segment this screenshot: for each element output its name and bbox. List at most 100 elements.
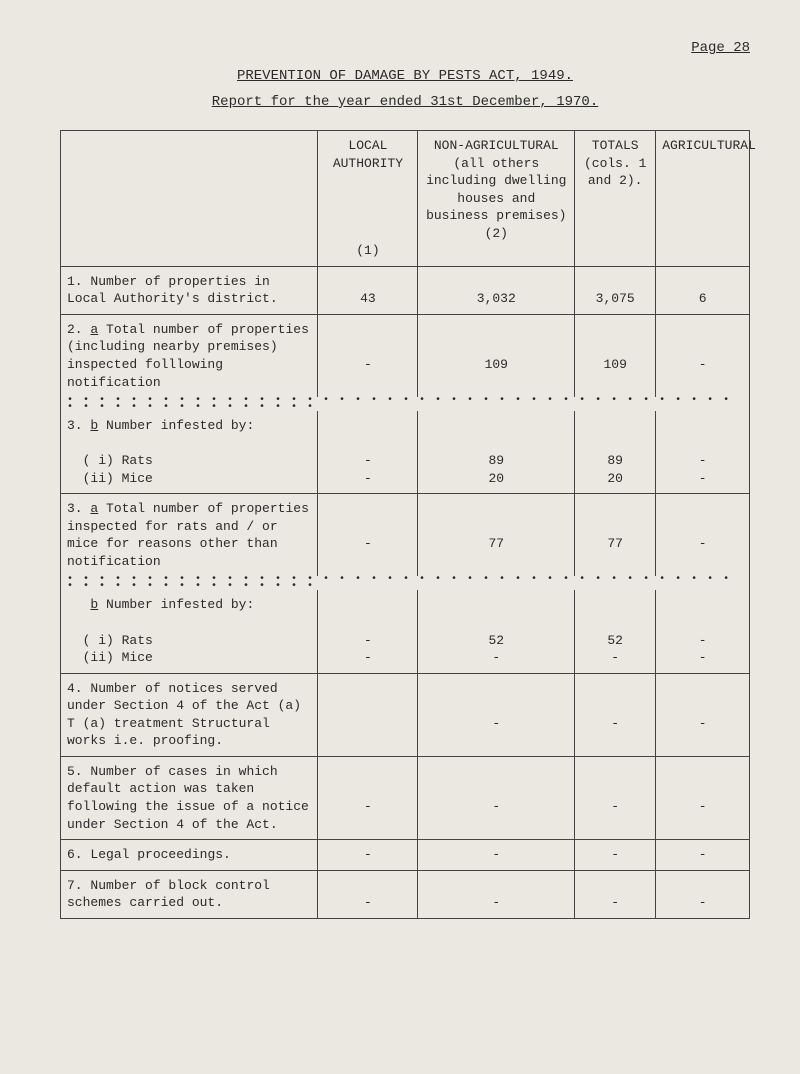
header-totals: TOTALS (cols. 1 and 2). — [575, 131, 656, 267]
cell-agri: - — [656, 494, 750, 577]
cell-desc: b Number infested by: ( i) Rats (ii) Mic… — [61, 590, 318, 673]
cell-nonag: 77 — [418, 494, 575, 577]
val: 89 — [607, 453, 623, 468]
pest-report-table: LOCAL AUTHORITY (1) NON-AGRICULTURAL (all… — [60, 130, 750, 919]
val: 43 — [360, 291, 376, 306]
cell-agri: - — [656, 756, 750, 839]
table-row: 1. Number of properties in Local Authori… — [61, 266, 750, 314]
header-auth-label: LOCAL AUTHORITY — [333, 138, 403, 171]
val: - — [364, 650, 372, 665]
val: - — [364, 536, 372, 551]
val: - — [492, 716, 500, 731]
table-row: 7. Number of block control schemes carri… — [61, 870, 750, 918]
val: 20 — [488, 471, 504, 486]
table-row: 4. Number of notices served under Sectio… — [61, 673, 750, 756]
cell-desc: 5. Number of cases in which default acti… — [61, 756, 318, 839]
val: 77 — [488, 536, 504, 551]
cell-totals: - — [575, 673, 656, 756]
row-num: 3. — [67, 418, 83, 433]
header-nonag: NON-AGRICULTURAL (all others including d… — [418, 131, 575, 267]
row-desc: Number infested by: — [98, 418, 254, 433]
header-agri: AGRICULTURAL — [656, 131, 750, 267]
cell-desc: 2. a Total number of properties (includi… — [61, 314, 318, 397]
cell-totals: 109 — [575, 314, 656, 397]
cell-totals: 52 - — [575, 590, 656, 673]
row-desc: Total number of properties inspected for… — [67, 501, 309, 569]
cell-desc: 3. b Number infested by: ( i) Rats (ii) … — [61, 411, 318, 494]
table-row: 2. a Total number of properties (includi… — [61, 314, 750, 397]
table-row: 3. a Total number of properties inspecte… — [61, 494, 750, 577]
header-nonag-label: NON-AGRICULTURAL (all others including d… — [426, 138, 566, 223]
cell-totals: 77 — [575, 494, 656, 577]
cell-nonag: 8920 — [418, 411, 575, 494]
title-main: PREVENTION OF DAMAGE BY PESTS ACT, 1949. — [60, 68, 750, 84]
val: 3,075 — [596, 291, 635, 306]
cell-totals: 3,075 — [575, 266, 656, 314]
cell-auth: - — [318, 756, 418, 839]
val: - — [611, 716, 619, 731]
dotted-separator: • • • • • • • • • • • • • • • • • • • • … — [61, 576, 750, 590]
cell-auth: - — [318, 840, 418, 871]
table-header-row: LOCAL AUTHORITY (1) NON-AGRICULTURAL (all… — [61, 131, 750, 267]
line-ii: (ii) Mice — [83, 650, 153, 665]
header-totals-label: TOTALS (cols. 1 and 2). — [584, 138, 646, 188]
cell-auth — [318, 673, 418, 756]
table-row: 3. b Number infested by: ( i) Rats (ii) … — [61, 411, 750, 494]
val: 109 — [485, 357, 508, 372]
cell-agri: -- — [656, 411, 750, 494]
cell-nonag: 52- — [418, 590, 575, 673]
val: - — [364, 799, 372, 814]
cell-nonag: - — [418, 673, 575, 756]
row-num: 1. — [67, 274, 83, 289]
val: - — [699, 895, 707, 910]
val: - — [699, 799, 707, 814]
val: - — [611, 895, 619, 910]
cell-nonag: - — [418, 870, 575, 918]
cell-totals: - — [575, 756, 656, 839]
title-sub: Report for the year ended 31st December,… — [60, 94, 750, 110]
val: - — [699, 716, 707, 731]
dots: • • • • • • • • • • • • • • • • • • • • … — [61, 397, 750, 411]
cell-auth: 43 — [318, 266, 418, 314]
row-num: 4. — [67, 681, 83, 696]
cell-nonag: - — [418, 840, 575, 871]
header-auth-num: (1) — [356, 243, 379, 258]
row-num: 6. — [67, 847, 83, 862]
val: - — [492, 799, 500, 814]
header-desc — [61, 131, 318, 267]
row-desc: Number of cases in which default action … — [67, 764, 309, 832]
table-row: b Number infested by: ( i) Rats (ii) Mic… — [61, 590, 750, 673]
val: - — [699, 650, 707, 665]
val: 52 — [607, 633, 623, 648]
cell-totals: - — [575, 870, 656, 918]
val: - — [364, 357, 372, 372]
cell-desc: 3. a Total number of properties inspecte… — [61, 494, 318, 577]
dotted-separator: • • • • • • • • • • • • • • • • • • • • … — [61, 397, 750, 411]
val: 6 — [699, 291, 707, 306]
header-agri-label: AGRICULTURAL — [662, 138, 756, 153]
cell-agri: - — [656, 673, 750, 756]
val: 109 — [603, 357, 626, 372]
cell-auth: - — [318, 870, 418, 918]
val: - — [699, 357, 707, 372]
cell-auth: -- — [318, 411, 418, 494]
table-row: 6. Legal proceedings. - - - - — [61, 840, 750, 871]
cell-totals: 8920 — [575, 411, 656, 494]
val: - — [699, 536, 707, 551]
cell-auth: -- — [318, 590, 418, 673]
cell-nonag: - — [418, 756, 575, 839]
line-ii: (ii) Mice — [83, 471, 153, 486]
row-num: 2. — [67, 322, 83, 337]
cell-agri: -- — [656, 590, 750, 673]
cell-desc: 1. Number of properties in Local Authori… — [61, 266, 318, 314]
cell-auth: - — [318, 314, 418, 397]
header-auth: LOCAL AUTHORITY (1) — [318, 131, 418, 267]
row-desc: Number infested by: — [98, 597, 254, 612]
val: - — [611, 650, 619, 665]
val: - — [364, 453, 372, 468]
val: 89 — [488, 453, 504, 468]
header-nonag-num: (2) — [485, 226, 508, 241]
val: 77 — [607, 536, 623, 551]
row-num: 5. — [67, 764, 83, 779]
val: 52 — [488, 633, 504, 648]
